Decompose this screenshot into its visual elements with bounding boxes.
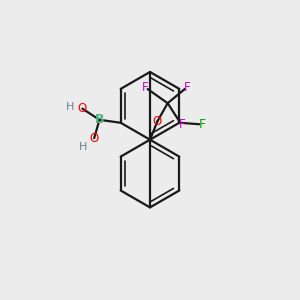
Text: F: F <box>199 118 206 131</box>
Text: O: O <box>153 115 162 128</box>
Text: H: H <box>66 102 74 112</box>
Text: O: O <box>90 132 99 145</box>
Text: O: O <box>78 102 87 115</box>
Text: F: F <box>142 81 148 94</box>
Text: F: F <box>184 81 190 94</box>
Text: F: F <box>179 118 186 131</box>
Text: H: H <box>79 142 87 152</box>
Text: B: B <box>95 113 104 126</box>
